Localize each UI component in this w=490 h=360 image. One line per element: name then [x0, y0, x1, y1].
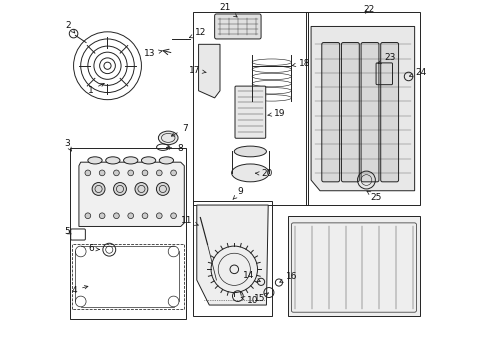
Circle shape: [92, 183, 105, 195]
FancyBboxPatch shape: [235, 86, 266, 138]
Polygon shape: [79, 162, 184, 226]
Bar: [70, 148, 186, 319]
Circle shape: [142, 170, 148, 176]
Text: 15: 15: [254, 293, 269, 303]
Circle shape: [156, 170, 162, 176]
Circle shape: [85, 170, 91, 176]
Text: 4: 4: [72, 285, 88, 294]
Text: 5: 5: [64, 227, 71, 236]
Polygon shape: [198, 44, 220, 98]
Text: 17: 17: [189, 66, 206, 75]
Text: 16: 16: [280, 272, 297, 282]
FancyBboxPatch shape: [342, 42, 359, 182]
Text: 8: 8: [167, 144, 183, 153]
Text: 7: 7: [172, 124, 188, 136]
Ellipse shape: [158, 131, 178, 145]
Circle shape: [114, 183, 126, 195]
Circle shape: [99, 213, 105, 219]
Circle shape: [114, 213, 119, 219]
Polygon shape: [311, 26, 415, 191]
FancyBboxPatch shape: [381, 42, 398, 182]
Bar: [306, 12, 420, 205]
Text: 10: 10: [241, 296, 258, 305]
FancyBboxPatch shape: [361, 42, 379, 182]
Ellipse shape: [159, 157, 173, 164]
Ellipse shape: [142, 157, 156, 164]
Circle shape: [142, 213, 148, 219]
Text: 9: 9: [233, 187, 244, 199]
Ellipse shape: [123, 157, 138, 164]
Ellipse shape: [88, 157, 102, 164]
Text: 24: 24: [409, 68, 427, 77]
Text: 19: 19: [268, 109, 285, 118]
Circle shape: [128, 170, 134, 176]
Text: 12: 12: [189, 28, 206, 38]
Circle shape: [171, 170, 176, 176]
Circle shape: [128, 213, 134, 219]
FancyBboxPatch shape: [322, 42, 340, 182]
Text: 20: 20: [255, 170, 272, 179]
Circle shape: [99, 170, 105, 176]
Text: 18: 18: [292, 59, 310, 68]
Text: 25: 25: [367, 191, 381, 202]
Ellipse shape: [234, 146, 267, 157]
Text: 22: 22: [363, 5, 374, 14]
Polygon shape: [197, 205, 268, 305]
Text: 11: 11: [181, 216, 198, 225]
Bar: [193, 202, 272, 316]
Circle shape: [114, 170, 119, 176]
Circle shape: [85, 213, 91, 219]
Circle shape: [135, 183, 148, 195]
Text: 6: 6: [88, 244, 99, 253]
Text: 2: 2: [66, 21, 75, 33]
Circle shape: [156, 183, 169, 195]
Text: 3: 3: [64, 139, 72, 151]
Text: 21: 21: [220, 3, 237, 17]
Circle shape: [171, 213, 176, 219]
Text: 13: 13: [144, 49, 162, 58]
Ellipse shape: [232, 164, 269, 182]
Polygon shape: [288, 216, 420, 316]
Circle shape: [156, 213, 162, 219]
FancyBboxPatch shape: [215, 14, 261, 39]
Ellipse shape: [106, 157, 120, 164]
Text: 23: 23: [378, 53, 395, 64]
Text: 14: 14: [243, 271, 260, 282]
Text: 1: 1: [87, 83, 104, 95]
Bar: [193, 12, 308, 205]
